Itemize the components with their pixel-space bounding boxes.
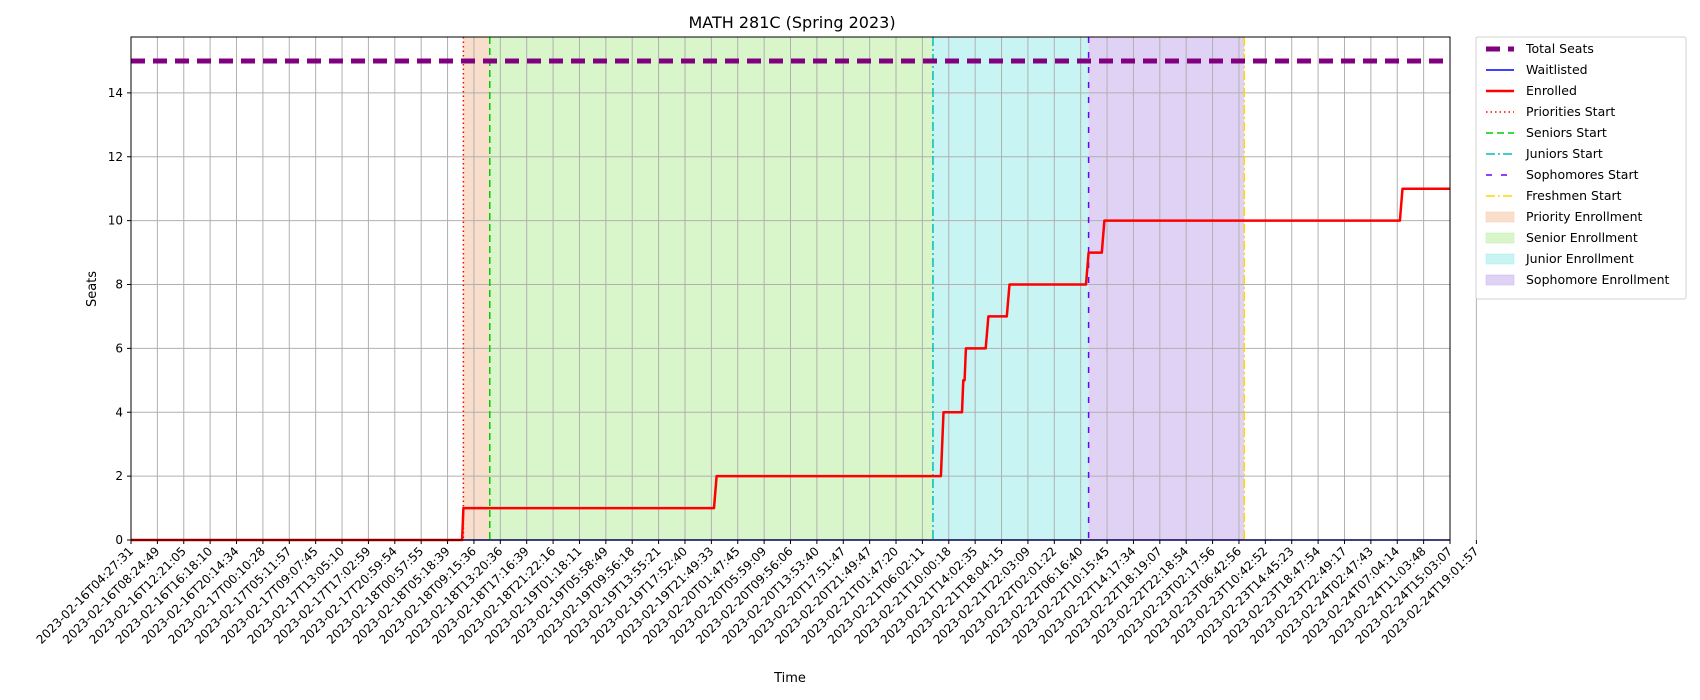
y-tick-label: 12 <box>108 150 123 164</box>
x-axis-title: Time <box>773 671 806 686</box>
y-tick-label: 8 <box>115 278 123 292</box>
y-tick-label: 0 <box>115 533 123 547</box>
y-axis-title: Seats <box>85 271 100 307</box>
legend-swatch-priority-enrollment <box>1485 211 1515 223</box>
legend-label-waitlisted: Waitlisted <box>1526 62 1588 77</box>
legend-box <box>1475 36 1687 300</box>
legend-label-enrolled: Enrolled <box>1526 83 1577 98</box>
legend-label-priorities-start: Priorities Start <box>1526 104 1615 119</box>
legend: Total Seats Waitlisted Enrolled Priorities … <box>1475 36 1687 300</box>
legend-label-freshmen-start: Freshmen Start <box>1526 188 1622 203</box>
legend-label-sophomores-start: Sophomores Start <box>1526 167 1639 182</box>
y-tick-label: 14 <box>108 86 123 100</box>
legend-swatch-senior-enrollment <box>1485 232 1515 244</box>
y-tick-label: 4 <box>115 405 123 419</box>
y-tick-label: 6 <box>115 341 123 355</box>
chart-title: MATH 281C (Spring 2023) <box>688 13 895 32</box>
y-tick-label: 2 <box>115 469 123 483</box>
legend-swatch-junior-enrollment <box>1485 253 1515 265</box>
span-sophomore-enrollment <box>1088 37 1245 540</box>
legend-label-sophomore-enrollment: Sophomore Enrollment <box>1526 272 1670 287</box>
legend-label-seniors-start: Seniors Start <box>1526 125 1607 140</box>
legend-label-senior-enrollment: Senior Enrollment <box>1526 230 1638 245</box>
legend-label-juniors-start: Juniors Start <box>1525 146 1603 161</box>
y-tick-label: 10 <box>108 214 123 228</box>
legend-label-junior-enrollment: Junior Enrollment <box>1525 251 1634 266</box>
series-enrolled <box>131 187 1450 542</box>
span-junior-enrollment <box>932 37 1089 540</box>
span-priority-enrollment <box>463 37 490 540</box>
legend-label-priority-enrollment: Priority Enrollment <box>1526 209 1643 224</box>
legend-swatch-sophomore-enrollment <box>1485 274 1515 286</box>
legend-label-total-seats: Total Seats <box>1525 41 1594 56</box>
